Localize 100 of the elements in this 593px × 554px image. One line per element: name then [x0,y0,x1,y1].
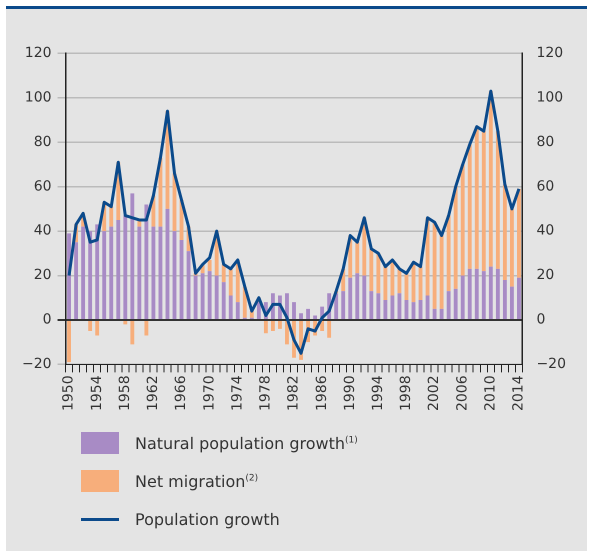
y-tick-label: 40 [34,222,52,239]
bar [482,271,486,319]
bar [383,300,388,319]
legend-label: Natural population growth$^{(1)}$ [135,434,358,452]
bar [432,308,437,319]
bar [446,216,451,292]
y2-tick-label: 20 [536,267,554,284]
bar [362,276,366,319]
x-tick-label: 1994 [370,375,386,412]
bar [376,253,380,294]
bar [496,268,500,319]
bar [341,291,346,319]
bar [404,273,408,300]
bar [180,240,184,319]
bar [510,208,514,287]
x-tick-label: 2006 [454,375,470,412]
bar [320,320,324,332]
bar [200,273,205,319]
y-tick-label: 0 [42,312,52,328]
bar [348,278,352,319]
bar [418,266,422,300]
y-tick-label: 100 [24,89,52,106]
bar [144,320,148,336]
bar [228,296,233,319]
bar [510,286,514,319]
x-tick-label: 1998 [398,375,414,412]
bar [355,273,360,319]
bar [214,276,219,319]
bar [474,268,479,319]
y2-tick-label: 60 [536,178,554,194]
bar [123,320,128,324]
bar [270,320,275,332]
x-tick-label: 2002 [426,375,442,412]
bar [194,276,198,319]
bar [398,268,402,294]
x-tick-label: 1974 [229,375,246,412]
bar [95,224,100,319]
bar [517,188,521,278]
bar [264,320,268,334]
bar [412,262,416,302]
bar [517,278,521,319]
bar [102,231,106,319]
bar [299,313,303,319]
bar [390,296,394,319]
bar [313,316,318,319]
bar [426,296,430,319]
bar [468,268,472,319]
x-tick-label: 1958 [116,375,133,412]
x-tick-label: 1978 [258,375,274,412]
bar [151,226,156,319]
bar [88,320,92,332]
bar [376,293,380,319]
bar [186,251,190,319]
bar [432,222,437,309]
bar [369,291,374,319]
bar [502,184,507,280]
y-tick-label: 120 [24,45,52,62]
bar [95,320,100,336]
x-tick-label: 2014 [510,375,527,412]
x-tick-label: 1990 [342,375,358,412]
y2-tick-label: 40 [536,222,554,239]
bar [412,302,416,319]
bar [454,186,458,289]
bar [482,131,486,272]
bar [67,320,71,362]
x-tick-label: 1982 [286,375,302,412]
bar [222,282,226,319]
x-tick-label: 1986 [314,375,330,412]
bar [158,226,162,319]
legend-label: Net migration$^{(2)}$ [135,472,258,490]
x-tick-label: 1954 [88,375,105,412]
bar [404,300,408,319]
bar [306,308,310,319]
bar [502,280,507,319]
bar [109,226,114,319]
bar [236,302,240,319]
y-tick-label: 60 [34,178,52,194]
bar [144,204,148,319]
bar [130,320,134,344]
x-tick-label: 1970 [201,375,218,412]
bar [383,266,388,300]
bar [137,226,142,319]
bar [81,226,86,319]
bar [74,242,78,319]
y2-tick-label: 120 [536,45,564,62]
bar [488,91,493,267]
bar [369,248,374,292]
bar [460,276,465,319]
bar [440,308,444,319]
y2-tick-label: 80 [536,134,554,150]
y2-tick-label: 100 [536,89,564,106]
y-tick-label: 20 [34,267,52,284]
bar [454,288,458,319]
bar [440,236,444,309]
bar [166,208,170,319]
x-tick-label: 1950 [60,375,77,412]
legend-label: Population growth [135,510,280,528]
bar [327,320,332,338]
bar [116,220,120,319]
bar [496,131,500,269]
